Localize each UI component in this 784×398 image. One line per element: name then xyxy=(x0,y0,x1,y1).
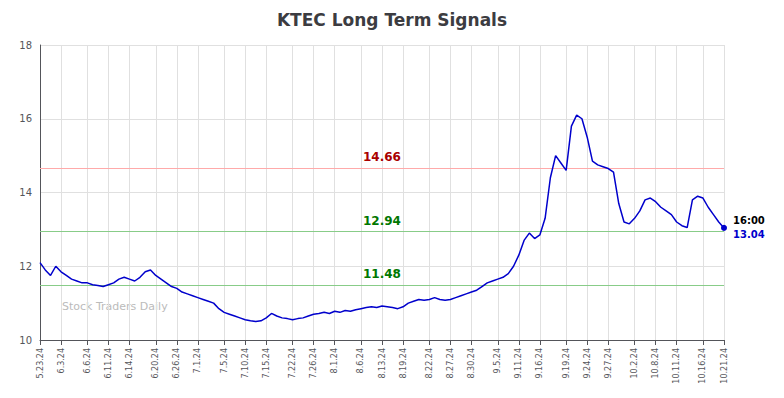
svg-text:6.14.24: 6.14.24 xyxy=(125,348,134,379)
svg-text:8.19.24: 8.19.24 xyxy=(399,348,408,379)
svg-text:8.13.24: 8.13.24 xyxy=(378,348,387,379)
svg-text:9.11.24: 9.11.24 xyxy=(514,348,523,379)
svg-text:12.94: 12.94 xyxy=(363,214,401,228)
svg-text:5.23.24: 5.23.24 xyxy=(36,348,45,379)
svg-text:6.11.24: 6.11.24 xyxy=(104,348,113,379)
svg-text:8.6.24: 8.6.24 xyxy=(356,348,365,373)
svg-text:7.5.24: 7.5.24 xyxy=(220,348,229,373)
svg-text:14: 14 xyxy=(19,187,32,198)
svg-text:10.16.24: 10.16.24 xyxy=(698,348,707,384)
svg-text:8.1.24: 8.1.24 xyxy=(330,348,339,373)
svg-text:7.26.24: 7.26.24 xyxy=(309,348,318,379)
svg-text:7.22.24: 7.22.24 xyxy=(288,348,297,379)
svg-text:6.26.24: 6.26.24 xyxy=(172,348,181,379)
svg-text:8.22.24: 8.22.24 xyxy=(425,348,434,379)
svg-text:9.19.24: 9.19.24 xyxy=(562,348,571,379)
svg-text:13.04: 13.04 xyxy=(733,229,765,240)
svg-text:10.11.24: 10.11.24 xyxy=(672,348,681,384)
svg-text:11.48: 11.48 xyxy=(363,267,401,281)
svg-text:6.6.24: 6.6.24 xyxy=(83,348,92,373)
svg-text:10.2.24: 10.2.24 xyxy=(630,348,639,379)
svg-text:8.30.24: 8.30.24 xyxy=(467,348,476,379)
svg-text:14.66: 14.66 xyxy=(363,150,401,164)
svg-text:10: 10 xyxy=(19,335,32,346)
svg-text:10.21.24: 10.21.24 xyxy=(720,348,729,384)
svg-text:Stock Traders Daily: Stock Traders Daily xyxy=(62,300,168,313)
svg-text:8.27.24: 8.27.24 xyxy=(446,348,455,379)
svg-text:7.10.24: 7.10.24 xyxy=(241,348,250,379)
svg-text:7.15.24: 7.15.24 xyxy=(262,348,271,379)
svg-text:9.24.24: 9.24.24 xyxy=(583,348,592,379)
svg-text:7.1.24: 7.1.24 xyxy=(193,348,202,373)
svg-text:6.3.24: 6.3.24 xyxy=(57,348,66,373)
svg-text:9.27.24: 9.27.24 xyxy=(604,348,613,379)
svg-text:16: 16 xyxy=(19,113,32,124)
svg-text:10.8.24: 10.8.24 xyxy=(651,348,660,379)
svg-text:KTEC Long Term Signals: KTEC Long Term Signals xyxy=(277,10,507,30)
svg-text:9.5.24: 9.5.24 xyxy=(493,348,502,373)
svg-text:6.20.24: 6.20.24 xyxy=(151,348,160,379)
svg-text:16:00: 16:00 xyxy=(733,215,765,226)
svg-text:18: 18 xyxy=(19,40,32,51)
svg-text:12: 12 xyxy=(19,261,32,272)
svg-text:9.16.24: 9.16.24 xyxy=(535,348,544,379)
